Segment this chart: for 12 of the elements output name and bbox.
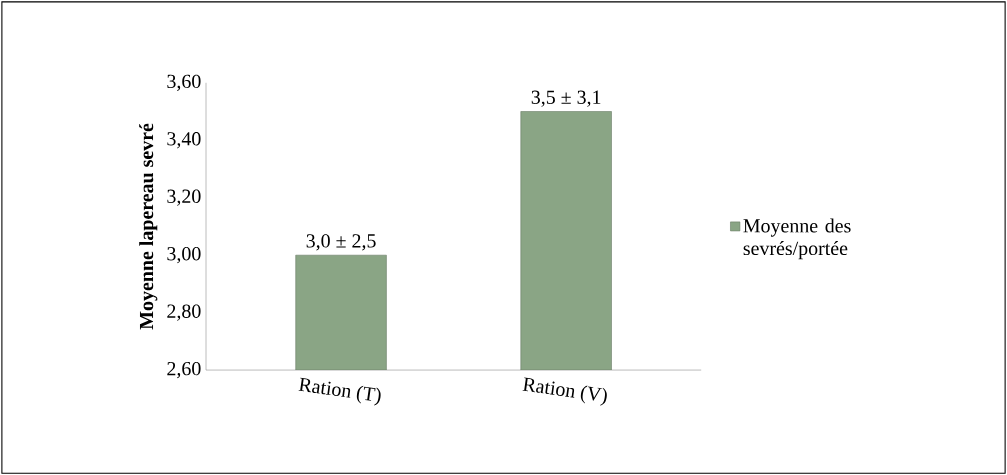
y-axis-title: Moyenne lapereau sevré — [139, 123, 158, 330]
y-tick-label: 3,00 — [167, 246, 201, 264]
y-tick-label: 2,80 — [167, 304, 201, 321]
y-tick-label: 2,60 — [167, 361, 201, 379]
legend-label: Moyenne des sevrés/portée — [743, 218, 851, 260]
y-tick-label: 3,20 — [167, 189, 201, 206]
x-tick-label: Ration (T) — [298, 377, 381, 406]
y-tick-label: 3,60 — [167, 74, 201, 91]
data-label: 3,0 ± 2,5 — [306, 234, 376, 251]
data-label: 3,5 ± 3,1 — [531, 90, 601, 107]
x-tick-label: Ration (V) — [522, 377, 607, 406]
y-tick-label: 3,40 — [167, 132, 201, 149]
